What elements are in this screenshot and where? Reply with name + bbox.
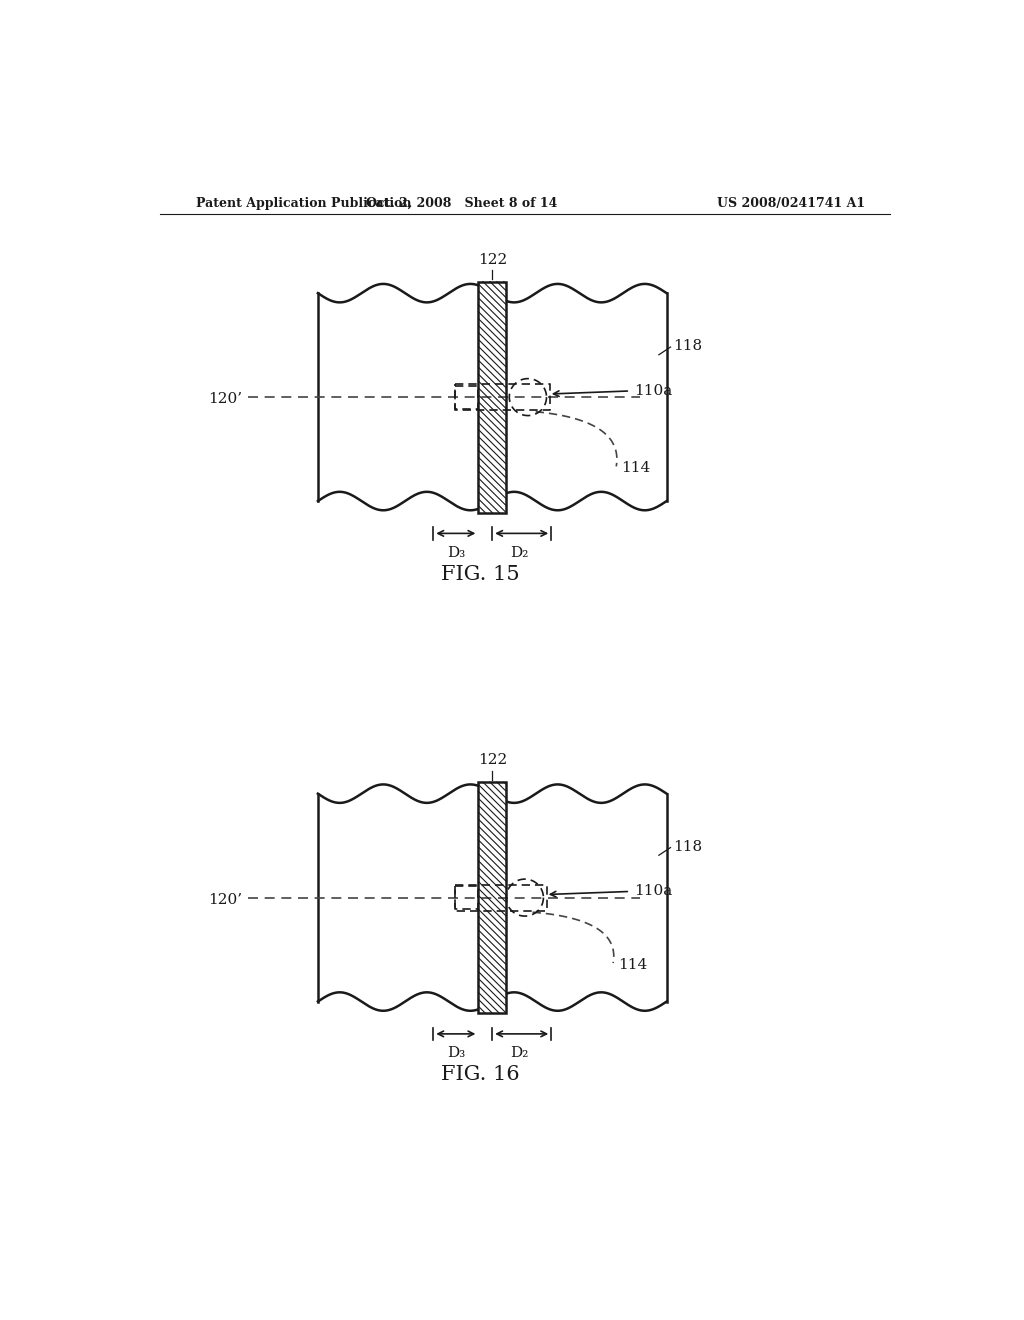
Text: 114: 114 — [621, 461, 650, 475]
Text: Patent Application Publication: Patent Application Publication — [197, 197, 412, 210]
Text: Oct. 2, 2008   Sheet 8 of 14: Oct. 2, 2008 Sheet 8 of 14 — [366, 197, 557, 210]
Text: D₃: D₃ — [446, 545, 465, 560]
Text: 118: 118 — [674, 840, 702, 854]
Text: 114: 114 — [617, 958, 647, 973]
Text: 110a: 110a — [634, 384, 673, 397]
Bar — [478, 281, 506, 512]
Text: D₂: D₂ — [510, 1047, 528, 1060]
Text: D₃: D₃ — [446, 1047, 465, 1060]
Text: US 2008/0241741 A1: US 2008/0241741 A1 — [717, 197, 865, 210]
Text: 122: 122 — [477, 253, 507, 267]
Bar — [478, 281, 506, 512]
Text: D₂: D₂ — [510, 545, 528, 560]
Text: 120’: 120’ — [209, 892, 243, 907]
Text: FIG. 15: FIG. 15 — [441, 565, 520, 583]
Text: 122: 122 — [477, 754, 507, 767]
Text: 120’: 120’ — [209, 392, 243, 407]
Bar — [478, 781, 506, 1014]
Text: FIG. 16: FIG. 16 — [441, 1065, 520, 1084]
Bar — [478, 781, 506, 1014]
Text: 110a: 110a — [634, 884, 673, 899]
Text: 118: 118 — [674, 339, 702, 354]
